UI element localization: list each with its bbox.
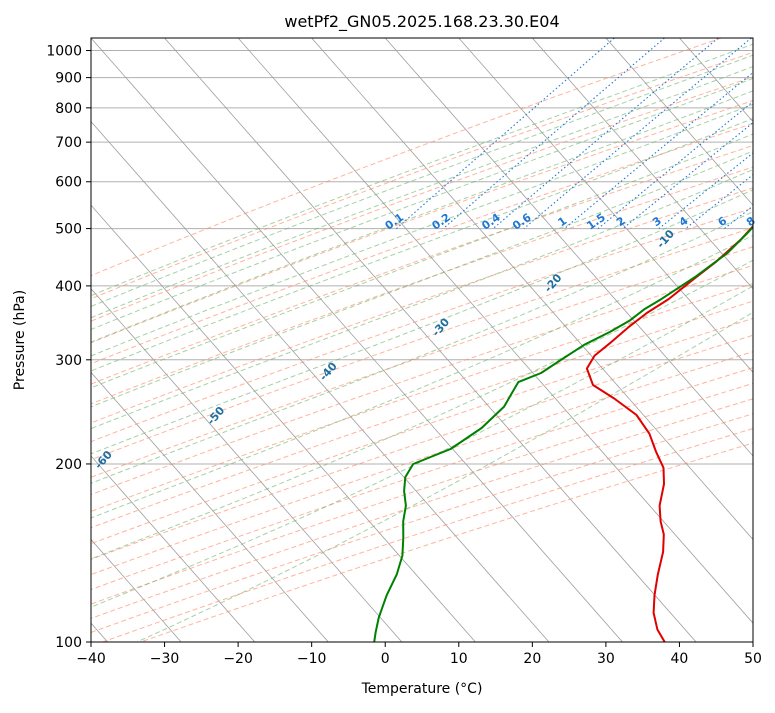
y-tick-label: 500 — [55, 222, 82, 238]
x-tick-label: 20 — [523, 651, 541, 667]
chart-title: wetPf2_GN05.2025.168.23.30.E04 — [284, 12, 559, 32]
y-tick-label: 700 — [55, 135, 82, 151]
x-tick-label: −10 — [297, 651, 327, 667]
x-tick-label: 50 — [744, 651, 762, 667]
x-axis-label: Temperature (°C) — [361, 681, 483, 697]
y-tick-label: 300 — [55, 353, 82, 369]
x-tick-label: 10 — [450, 651, 468, 667]
y-axis-label: Pressure (hPa) — [12, 290, 28, 390]
x-tick-label: −30 — [150, 651, 180, 667]
y-tick-label: 200 — [55, 457, 82, 473]
y-tick-label: 1000 — [46, 44, 82, 60]
x-tick-label: −40 — [76, 651, 106, 667]
y-tick-label: 900 — [55, 71, 82, 87]
x-tick-label: 40 — [671, 651, 689, 667]
y-tick-label: 400 — [55, 279, 82, 295]
y-tick-label: 100 — [55, 635, 82, 651]
y-tick-label: 800 — [55, 101, 82, 117]
x-tick-label: 30 — [597, 651, 615, 667]
y-tick-label: 600 — [55, 175, 82, 191]
x-tick-label: 0 — [381, 651, 390, 667]
x-tick-label: −20 — [223, 651, 253, 667]
